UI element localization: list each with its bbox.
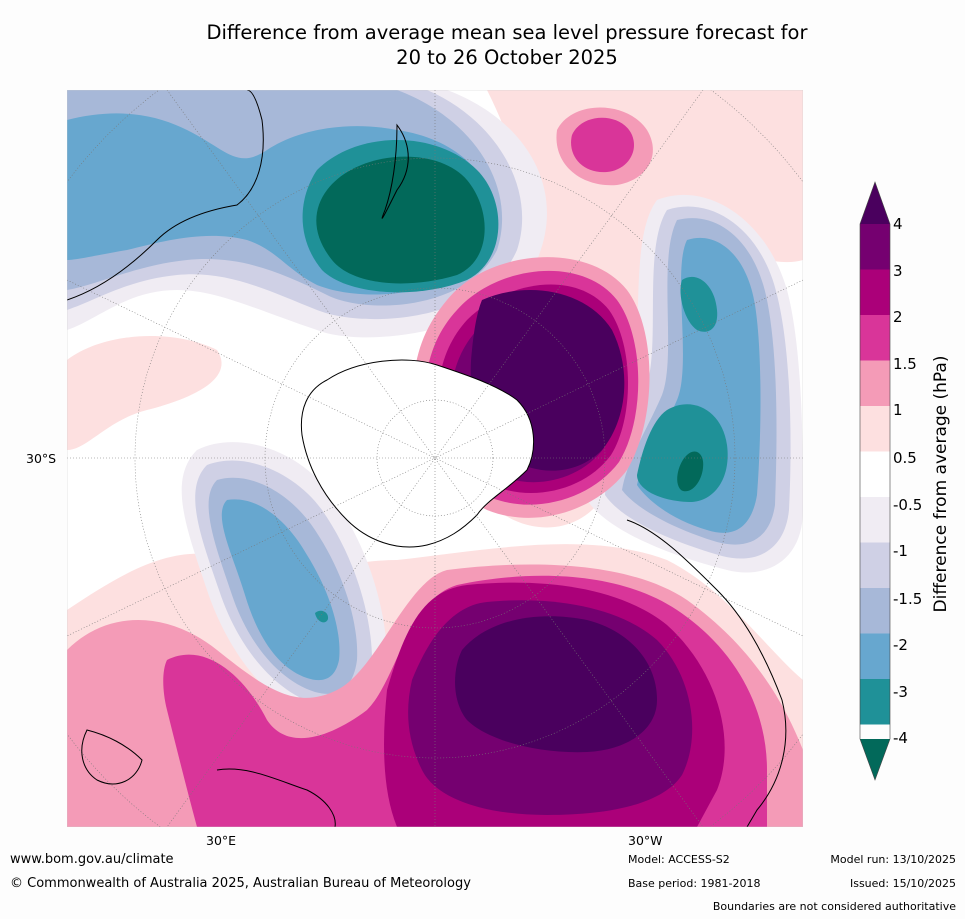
colorbar-bin [860,451,890,497]
colorbar-tick: -2 [893,636,908,654]
title-line-1: Difference from average mean sea level p… [206,21,808,44]
chart-title: Difference from average mean sea level p… [0,20,965,70]
colorbar-tick: -0.5 [893,496,923,514]
negative-anomaly-south-atlantic [587,194,803,573]
new-zealand-coast [381,123,409,219]
graticule [67,90,803,827]
colorbar-min-extension [860,739,890,780]
pressure-anomaly-map [67,90,803,827]
colorbar-tick: 1 [893,401,903,419]
antarctica-outline [300,359,535,548]
colorbar-tick: 0.5 [893,449,917,467]
colorbar [859,181,891,781]
title-line-2: 20 to 26 October 2025 [396,46,618,69]
colorbar-bin [860,269,890,315]
model-run-date: Model run: 13/10/2025 [830,853,956,866]
colorbar-title: Difference from average (hPa) [931,355,951,613]
longitude-label-30e: 30°E [206,833,237,848]
colorbar-tick: 3 [893,262,903,280]
south-america-coast [626,519,787,827]
australia-coast [67,90,264,301]
coastlines [67,90,787,827]
colorbar-tick: 2 [893,308,903,326]
positive-anomaly-southern-ocean [67,564,803,827]
colorbar-tick: 1.5 [893,355,917,373]
website-link[interactable]: www.bom.gov.au/climate [10,852,174,867]
base-period: Base period: 1981-2018 [628,877,761,890]
colorbar-bin [860,588,890,634]
colorbar-tick: -1 [893,542,908,560]
issued-date: Issued: 15/10/2025 [849,877,956,890]
colorbar-bin [860,679,890,725]
madagascar-coast [81,729,143,785]
latitude-label-30s: 30°S [26,451,57,466]
colorbar-tick: -4 [893,729,908,747]
model-name: Model: ACCESS-S2 [628,853,730,866]
colorbar-bin [860,406,890,452]
colorbar-tick: 4 [893,215,903,233]
colorbar-bin [860,224,890,270]
colorbar-bin [860,497,890,543]
colorbar-max-extension [860,182,890,224]
colorbar-tick: -3 [893,683,908,701]
negative-anomaly-indian-ocean [181,442,387,723]
colorbar-bin [860,360,890,406]
boundary-disclaimer: Boundaries are not considered authoritat… [712,900,956,913]
colorbar-bin [860,542,890,588]
negative-anomaly-nz [67,90,547,338]
africa-coast [216,768,336,827]
copyright-text: © Commonwealth of Australia 2025, Austra… [10,876,471,891]
colorbar-tick: -1.5 [893,590,923,608]
longitude-label-30w: 30°W [628,833,663,848]
colorbar-bin [860,315,890,361]
colorbar-bin [860,633,890,679]
